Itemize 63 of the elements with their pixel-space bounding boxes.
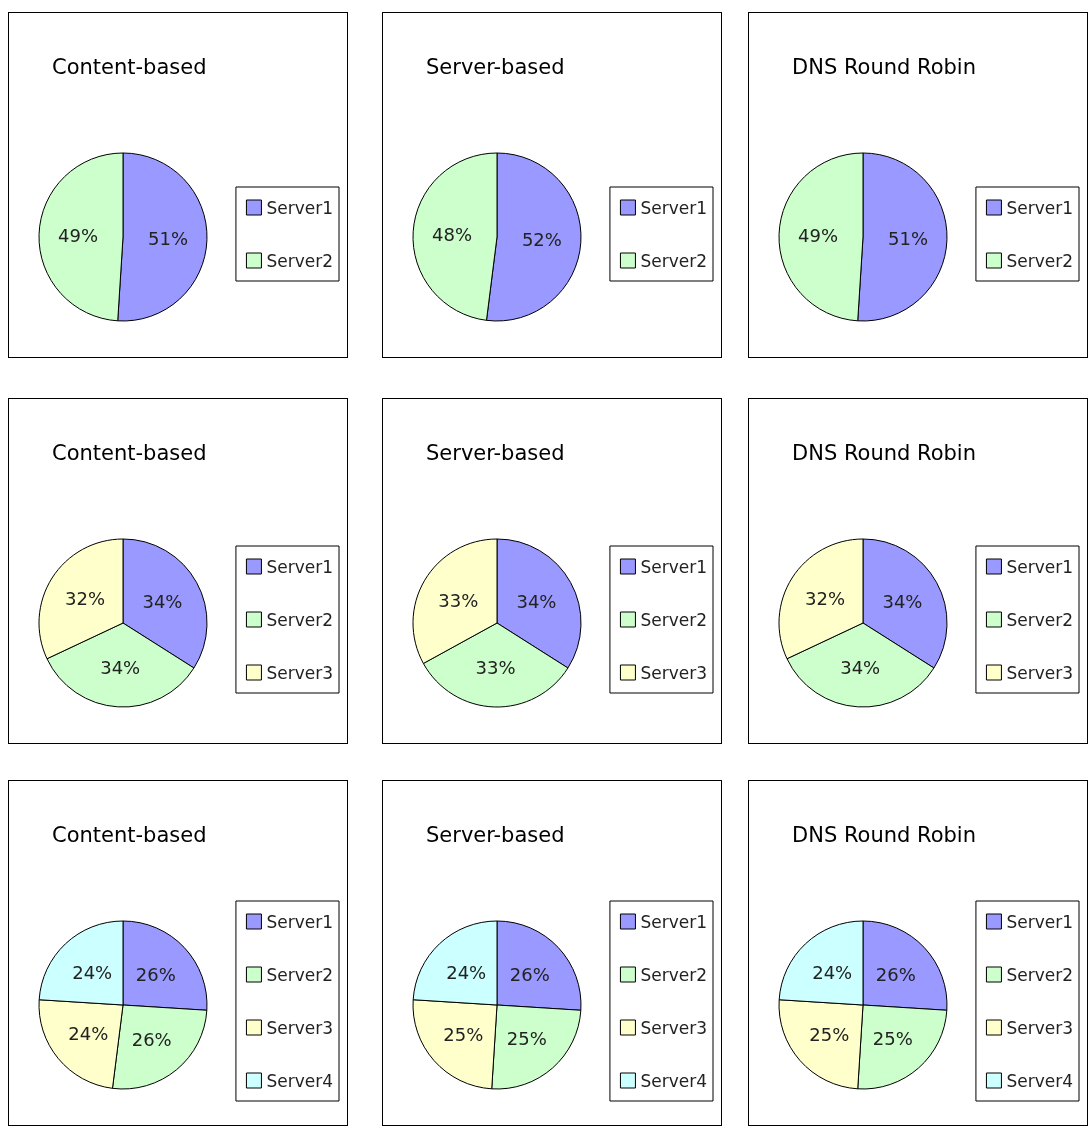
legend-label: Server3 (266, 1017, 334, 1038)
data-label: 34% (882, 590, 923, 612)
data-label: 26% (875, 963, 916, 985)
data-label: 25% (809, 1024, 850, 1046)
data-label: 49% (798, 225, 839, 247)
legend-label: Server1 (1006, 197, 1074, 218)
legend-label: Server3 (640, 662, 708, 683)
data-label: 34% (100, 657, 141, 679)
data-label: 51% (887, 227, 928, 249)
legend-label: Server2 (640, 964, 708, 985)
legend-label: Server4 (1006, 1070, 1074, 1091)
data-label: 25% (443, 1024, 484, 1046)
data-label: 33% (475, 657, 516, 679)
legend-label: Server1 (640, 911, 708, 932)
data-label: 25% (872, 1028, 913, 1050)
legend-label: Server2 (266, 250, 334, 271)
legend-label: Server1 (266, 911, 334, 932)
data-label: 34% (840, 657, 881, 679)
chart-title: DNS Round Robin (792, 822, 976, 847)
chart-title: Server-based (426, 822, 565, 847)
chart-title: Content-based (52, 54, 207, 79)
legend-label: Server1 (640, 197, 708, 218)
chart-title: Content-based (52, 440, 207, 465)
legend-label: Server1 (266, 556, 334, 577)
legend-label: Server3 (1006, 662, 1074, 683)
data-label: 52% (521, 229, 562, 251)
legend-label: Server2 (1006, 609, 1074, 630)
data-label: 48% (432, 223, 473, 245)
data-label: 24% (72, 961, 113, 983)
data-label: 49% (58, 225, 99, 247)
legend-label: Server4 (640, 1070, 708, 1091)
legend-label: Server3 (640, 1017, 708, 1038)
data-label: 32% (805, 588, 846, 610)
data-label: 34% (516, 590, 557, 612)
data-label: 25% (506, 1028, 547, 1050)
data-label: 26% (131, 1029, 172, 1051)
data-label: 32% (65, 588, 106, 610)
legend-label: Server1 (1006, 911, 1074, 932)
data-label: 51% (147, 227, 188, 249)
legend-label: Server2 (640, 609, 708, 630)
data-label: 26% (135, 963, 176, 985)
chart-title: Server-based (426, 54, 565, 79)
legend-label: Server1 (640, 556, 708, 577)
legend-label: Server2 (1006, 250, 1074, 271)
data-label: 33% (438, 589, 479, 611)
legend-label: Server1 (1006, 556, 1074, 577)
legend-label: Server2 (266, 609, 334, 630)
legend-label: Server2 (1006, 964, 1074, 985)
legend-label: Server2 (266, 964, 334, 985)
chart-title: DNS Round Robin (792, 440, 976, 465)
data-label: 26% (509, 963, 550, 985)
legend-label: Server4 (266, 1070, 334, 1091)
data-label: 24% (68, 1023, 109, 1045)
data-label: 34% (142, 590, 183, 612)
chart-title: DNS Round Robin (792, 54, 976, 79)
legend-label: Server3 (1006, 1017, 1074, 1038)
data-label: 24% (812, 961, 853, 983)
legend-label: Server3 (266, 662, 334, 683)
legend-label: Server1 (266, 197, 334, 218)
legend-label: Server2 (640, 250, 708, 271)
data-label: 24% (446, 961, 487, 983)
chart-title: Content-based (52, 822, 207, 847)
chart-title: Server-based (426, 440, 565, 465)
